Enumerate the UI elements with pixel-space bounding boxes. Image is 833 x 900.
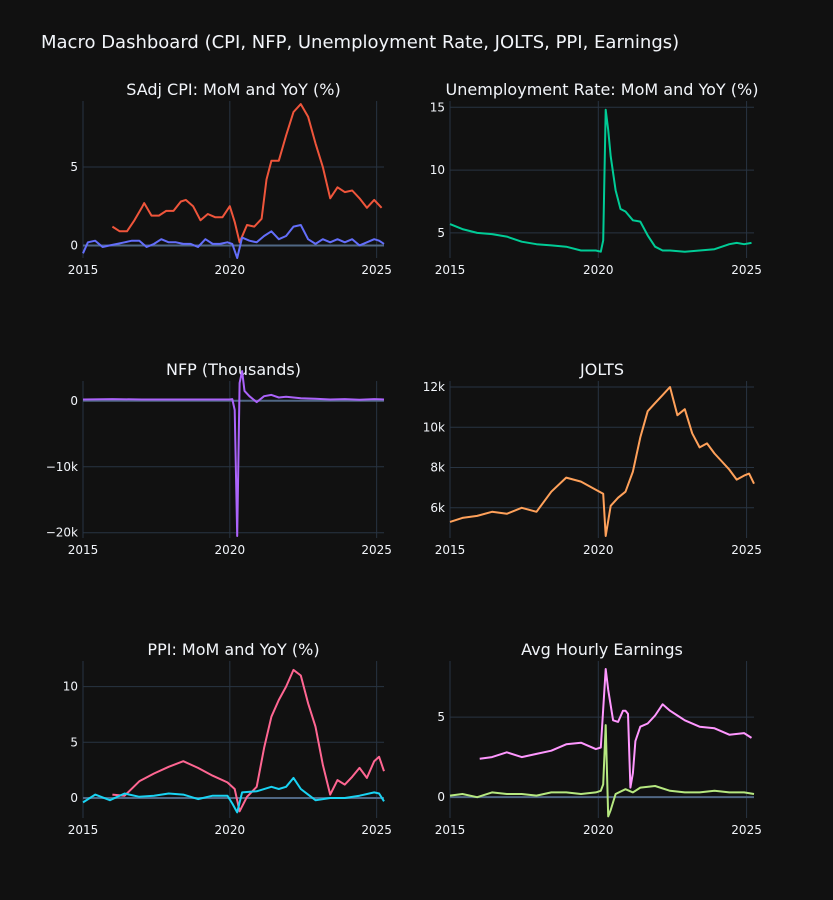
nfp-xtick-label: 2025: [361, 543, 392, 557]
earnings-subplot: 2015 2020 2025 0 5 Avg Hourly Earnings: [435, 640, 762, 837]
cpi-xtick-label: 2025: [361, 263, 392, 277]
jolts-xtick-label: 2020: [583, 543, 614, 557]
cpi-xtick-label: 2015: [68, 263, 99, 277]
nfp-ytick-label: 0: [70, 394, 78, 408]
ppi-ytick-label: 10: [63, 680, 78, 694]
jolts-series-1-line: [449, 386, 755, 537]
cpi-title: SAdj CPI: MoM and YoY (%): [126, 80, 340, 99]
cpi-series-2-line: [82, 224, 385, 259]
unemployment-xtick-label: 2020: [583, 263, 614, 277]
ppi-xtick-label: 2020: [215, 823, 246, 837]
earnings-xtick-label: 2025: [731, 823, 762, 837]
unemployment-ytick-label: 10: [430, 163, 445, 177]
nfp-title: NFP (Thousands): [166, 360, 301, 379]
nfp-ytick-label: −10k: [46, 460, 78, 474]
earnings-ytick-label: 5: [437, 710, 445, 724]
earnings-xtick-label: 2020: [583, 823, 614, 837]
jolts-ytick-label: 8k: [430, 461, 445, 475]
cpi-ytick-label: 5: [70, 160, 78, 174]
earnings-xtick-label: 2015: [435, 823, 466, 837]
unemployment-xtick-label: 2025: [731, 263, 762, 277]
ppi-ytick-label: 5: [70, 735, 78, 749]
jolts-ytick-label: 6k: [430, 501, 445, 515]
nfp-ytick-label: −20k: [46, 526, 78, 540]
ppi-subplot: 2015 2020 2025 0 5 10 PPI: MoM and YoY (%): [63, 640, 392, 837]
unemployment-ytick-label: 15: [430, 100, 445, 114]
cpi-subplot: 2015 2020 2025 0 5 SAdj CPI: MoM and YoY (%): [68, 80, 392, 277]
ppi-ytick-label: 0: [70, 791, 78, 805]
nfp-subplot: 2015 2020 2025 −20k −10k 0 NFP (Thousands): [46, 360, 392, 557]
ppi-series-2-line: [82, 776, 385, 814]
unemployment-xtick-label: 2015: [435, 263, 466, 277]
unemployment-title: Unemployment Rate: MoM and YoY (%): [446, 80, 759, 99]
unemployment-series-1-line: [449, 108, 752, 253]
earnings-series-2-line: [449, 724, 755, 818]
ppi-xtick-label: 2015: [68, 823, 99, 837]
nfp-series-1-line: [82, 370, 385, 537]
earnings-series-1-line: [479, 668, 753, 789]
jolts-ytick-label: 10k: [423, 420, 445, 434]
dashboard-title: Macro Dashboard (CPI, NFP, Unemployment …: [41, 32, 680, 53]
cpi-series-1-line: [111, 103, 383, 244]
ppi-series-1-line: [112, 668, 385, 813]
unemployment-ytick-label: 5: [437, 226, 445, 240]
jolts-xtick-label: 2015: [435, 543, 466, 557]
nfp-xtick-label: 2015: [68, 543, 99, 557]
earnings-title: Avg Hourly Earnings: [521, 640, 683, 659]
jolts-xtick-label: 2025: [731, 543, 762, 557]
jolts-title: JOLTS: [579, 360, 624, 379]
ppi-xtick-label: 2025: [361, 823, 392, 837]
cpi-ytick-label: 0: [70, 238, 78, 252]
earnings-ytick-label: 0: [437, 790, 445, 804]
nfp-xtick-label: 2020: [215, 543, 246, 557]
jolts-subplot: 2015 2020 2025 6k 8k 10k 12k JOLTS: [423, 360, 762, 557]
jolts-ytick-label: 12k: [423, 380, 445, 394]
ppi-title: PPI: MoM and YoY (%): [147, 640, 319, 659]
cpi-xtick-label: 2020: [215, 263, 246, 277]
